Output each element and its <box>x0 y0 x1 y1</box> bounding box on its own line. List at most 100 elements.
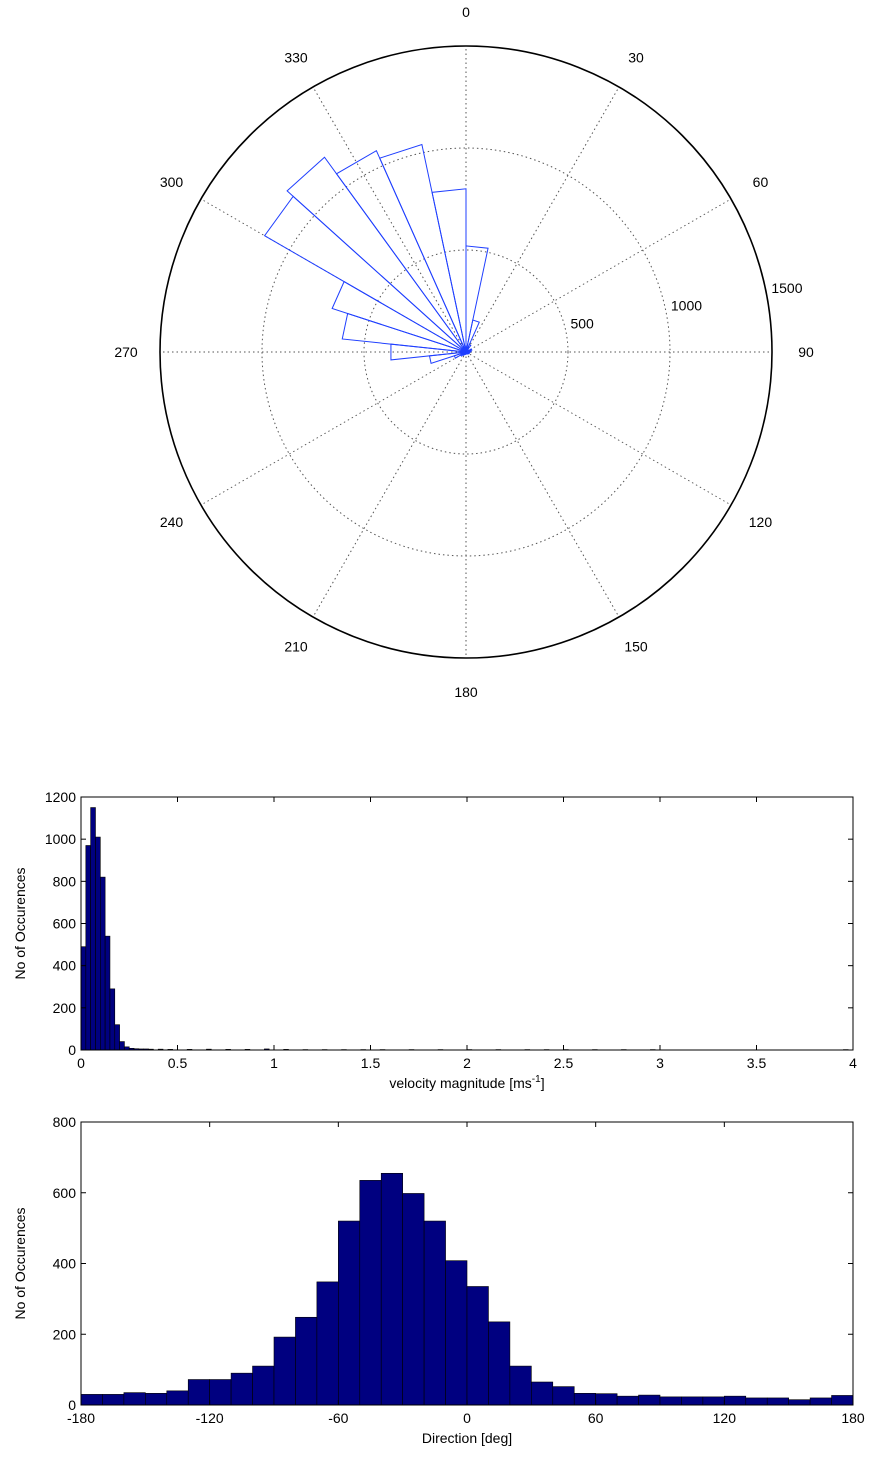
histogram-bar <box>552 1386 575 1406</box>
histogram-bar <box>187 1379 210 1406</box>
y-tick-label: 800 <box>53 1114 77 1130</box>
histogram-bar <box>166 1390 189 1406</box>
histogram-bar <box>616 1395 639 1406</box>
angle-tick-label: 0 <box>462 4 470 20</box>
rose-bin <box>341 312 467 353</box>
histogram-bar <box>80 946 87 1051</box>
histogram-bar <box>638 1394 661 1406</box>
y-tick-label: 1200 <box>45 789 76 805</box>
y-tick-label: 0 <box>68 1042 76 1058</box>
radial-tick-label: 500 <box>570 315 594 331</box>
x-tick-label: 1.5 <box>361 1055 381 1071</box>
angular-grid-line <box>465 198 732 353</box>
histogram-bar <box>509 1365 532 1406</box>
rose-bin <box>465 245 489 353</box>
rose-bin <box>390 343 467 361</box>
angular-grid-line <box>312 86 467 353</box>
angular-grid-line <box>312 351 467 618</box>
histogram-bar <box>114 1024 120 1051</box>
histogram-bar <box>445 1260 468 1406</box>
x-axis-label-text: velocity magnitude [ms <box>389 1075 531 1091</box>
radial-grid-circle <box>363 249 569 455</box>
rose-chart: 0 30 60 90 120 150 180 210 240 270 300 330 500 1000 15… <box>114 4 814 700</box>
angle-tick-label: 60 <box>753 174 769 190</box>
angle-tick-label: 90 <box>798 344 814 360</box>
x-tick-label: 2.5 <box>554 1055 574 1071</box>
y-tick-label: 600 <box>53 916 77 932</box>
rose-bin <box>379 143 467 353</box>
histogram-bar <box>145 1393 168 1406</box>
histogram-bar <box>90 807 96 1051</box>
x-axis-label-text: Direction [deg] <box>422 1430 512 1446</box>
histogram-bar <box>230 1372 253 1406</box>
histogram-bar <box>80 1394 103 1406</box>
rose-bin <box>465 349 470 353</box>
histogram-bar <box>109 988 116 1051</box>
angular-grid-line <box>200 351 467 506</box>
plot-frame <box>80 796 854 1051</box>
y-tick-label: 400 <box>53 958 77 974</box>
histogram-bar <box>681 1396 704 1406</box>
x-tick-label: -180 <box>67 1410 95 1426</box>
angular-grid-line <box>465 351 620 618</box>
histogram-bar <box>316 1281 339 1406</box>
histogram-bar <box>252 1365 275 1406</box>
histogram-bar <box>724 1395 747 1406</box>
radial-tick-label: 1500 <box>771 280 802 296</box>
y-tick-label: 600 <box>53 1185 77 1201</box>
radial-tick-label: 1000 <box>671 298 702 314</box>
histogram-bar <box>102 1394 125 1406</box>
angle-tick-label: 30 <box>628 50 644 66</box>
histogram-bar <box>788 1399 811 1406</box>
x-tick-label: 0.5 <box>168 1055 188 1071</box>
y-tick-label: 400 <box>53 1256 77 1272</box>
x-tick-label: -120 <box>196 1410 224 1426</box>
histogram-bar <box>402 1193 425 1406</box>
x-tick-label: -60 <box>328 1410 348 1426</box>
histogram-bar <box>595 1393 618 1406</box>
histogram-bar <box>745 1397 768 1406</box>
y-tick-label: 0 <box>68 1397 76 1413</box>
histogram-bar <box>273 1336 296 1406</box>
histogram-bar <box>295 1316 318 1406</box>
histogram-bar <box>359 1180 382 1406</box>
y-tick-label: 200 <box>53 1326 77 1342</box>
histogram-bar <box>702 1396 725 1406</box>
rose-bin <box>465 319 480 353</box>
x-tick-label: 0 <box>463 1410 471 1426</box>
y-tick-label: 800 <box>53 873 77 889</box>
histogram-bar <box>488 1321 511 1406</box>
histogram-bar <box>338 1220 361 1406</box>
histogram-bar <box>123 1392 146 1406</box>
x-tick-label: 60 <box>588 1410 604 1426</box>
angle-tick-label: 150 <box>624 638 648 654</box>
x-tick-label: 0 <box>77 1055 85 1071</box>
histogram-bar <box>104 935 111 1051</box>
histogram-bar <box>119 1041 125 1051</box>
x-tick-label: 120 <box>713 1410 737 1426</box>
histogram-bar <box>766 1397 789 1406</box>
velocity-histogram: 0 0.5 1 1.5 2 2.5 3 3.5 4 0 200 400 600 800 1000 1200 No… <box>12 789 857 1091</box>
x-tick-label: 180 <box>841 1410 865 1426</box>
histogram-bar <box>380 1172 403 1406</box>
angle-tick-label: 240 <box>160 514 184 530</box>
histogram-bar <box>573 1393 596 1406</box>
rose-bin <box>263 195 467 353</box>
histogram-bar <box>531 1381 554 1406</box>
x-tick-label: 1 <box>270 1055 278 1071</box>
angle-tick-label: 180 <box>454 684 478 700</box>
direction-histogram: -180 -120 -60 0 60 120 180 0 200 400 600 800 No of O… <box>12 1114 865 1446</box>
histogram-bar <box>466 1286 489 1406</box>
histogram-bar <box>423 1220 446 1406</box>
histogram-bar <box>100 876 106 1051</box>
y-tick-label: 1000 <box>45 831 76 847</box>
angular-grid-line <box>465 351 732 506</box>
histogram-bar <box>85 845 91 1051</box>
x-tick-label: 2 <box>463 1055 471 1071</box>
angle-tick-label: 120 <box>749 514 773 530</box>
rose-bin <box>465 343 472 353</box>
histogram-bar <box>831 1395 854 1406</box>
x-axis-label: Direction [deg] <box>422 1430 512 1446</box>
angular-grid-line <box>465 86 620 353</box>
